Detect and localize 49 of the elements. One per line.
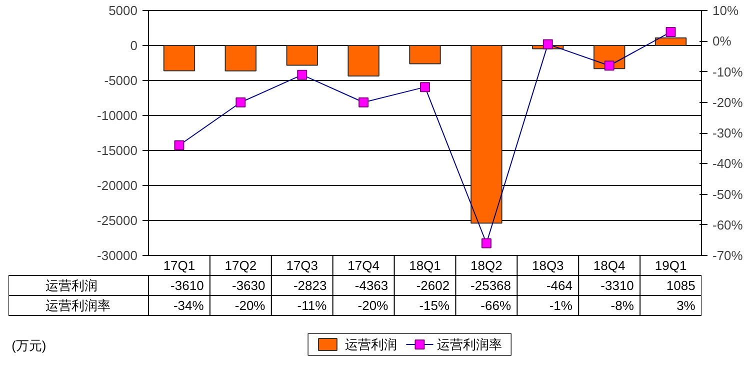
y2-tick-label: -10%	[712, 64, 744, 80]
y2-tick-label: 10%	[712, 3, 739, 18]
data-label: -66%	[480, 298, 512, 313]
y2-tick-label: -30%	[712, 126, 744, 140]
legend-label: 运营利润	[344, 337, 397, 352]
data-label: -1%	[549, 298, 573, 313]
legend-label: 运营利润率	[436, 337, 502, 352]
data-label: -11%	[297, 298, 328, 313]
data-label: 1085	[666, 278, 696, 293]
data-label: -3610	[170, 278, 204, 293]
y2-tick-label: -70%	[712, 248, 744, 263]
data-label: -3630	[232, 278, 266, 293]
y2-tick-label: -50%	[712, 186, 744, 202]
y-tick-label: -15000	[97, 143, 138, 158]
y-tick-label: -20000	[97, 178, 138, 193]
data-label: -2823	[293, 278, 327, 293]
y-tick-label: -5000	[104, 73, 138, 88]
data-label: -2602	[416, 278, 450, 293]
y-tick-label: -10000	[97, 108, 138, 123]
x-tick-label: 17Q3	[286, 258, 318, 273]
data-label: -15%	[419, 298, 450, 313]
x-tick-label: 17Q1	[163, 258, 196, 273]
data-label: -464	[546, 278, 572, 293]
x-tick-label: 18Q3	[532, 258, 564, 273]
text: 运营利润	[45, 278, 98, 293]
x-tick-label: 17Q2	[224, 258, 257, 273]
text: 运营利润率	[45, 298, 110, 313]
data-label: -3310	[600, 278, 634, 293]
y-tick-label: 5000	[108, 3, 138, 18]
y2-tick-label: 0%	[712, 34, 732, 49]
x-tick-label: 19Q1	[654, 258, 687, 273]
data-label: 3%	[676, 298, 696, 313]
text: (万元)	[12, 338, 46, 353]
data-label: -4363	[354, 278, 388, 293]
y-tick-label: -30000	[97, 248, 138, 263]
x-tick-label: 18Q2	[470, 258, 502, 273]
y-tick-label: 0	[130, 38, 138, 53]
y2-tick-label: -40%	[712, 156, 744, 172]
y2-tick-label: -60%	[712, 217, 744, 232]
data-label: -8%	[610, 298, 634, 313]
data-label: -20%	[234, 298, 266, 313]
data-label: -25368	[470, 278, 512, 293]
data-label: -34%	[173, 298, 204, 313]
y-tick-label: -25000	[97, 213, 138, 228]
x-tick-label: 17Q4	[348, 258, 380, 273]
data-label: -20%	[358, 298, 389, 313]
y2-tick-label: -20%	[712, 94, 744, 110]
x-tick-label: 18Q1	[409, 258, 441, 273]
x-tick-label: 18Q4	[593, 258, 626, 273]
